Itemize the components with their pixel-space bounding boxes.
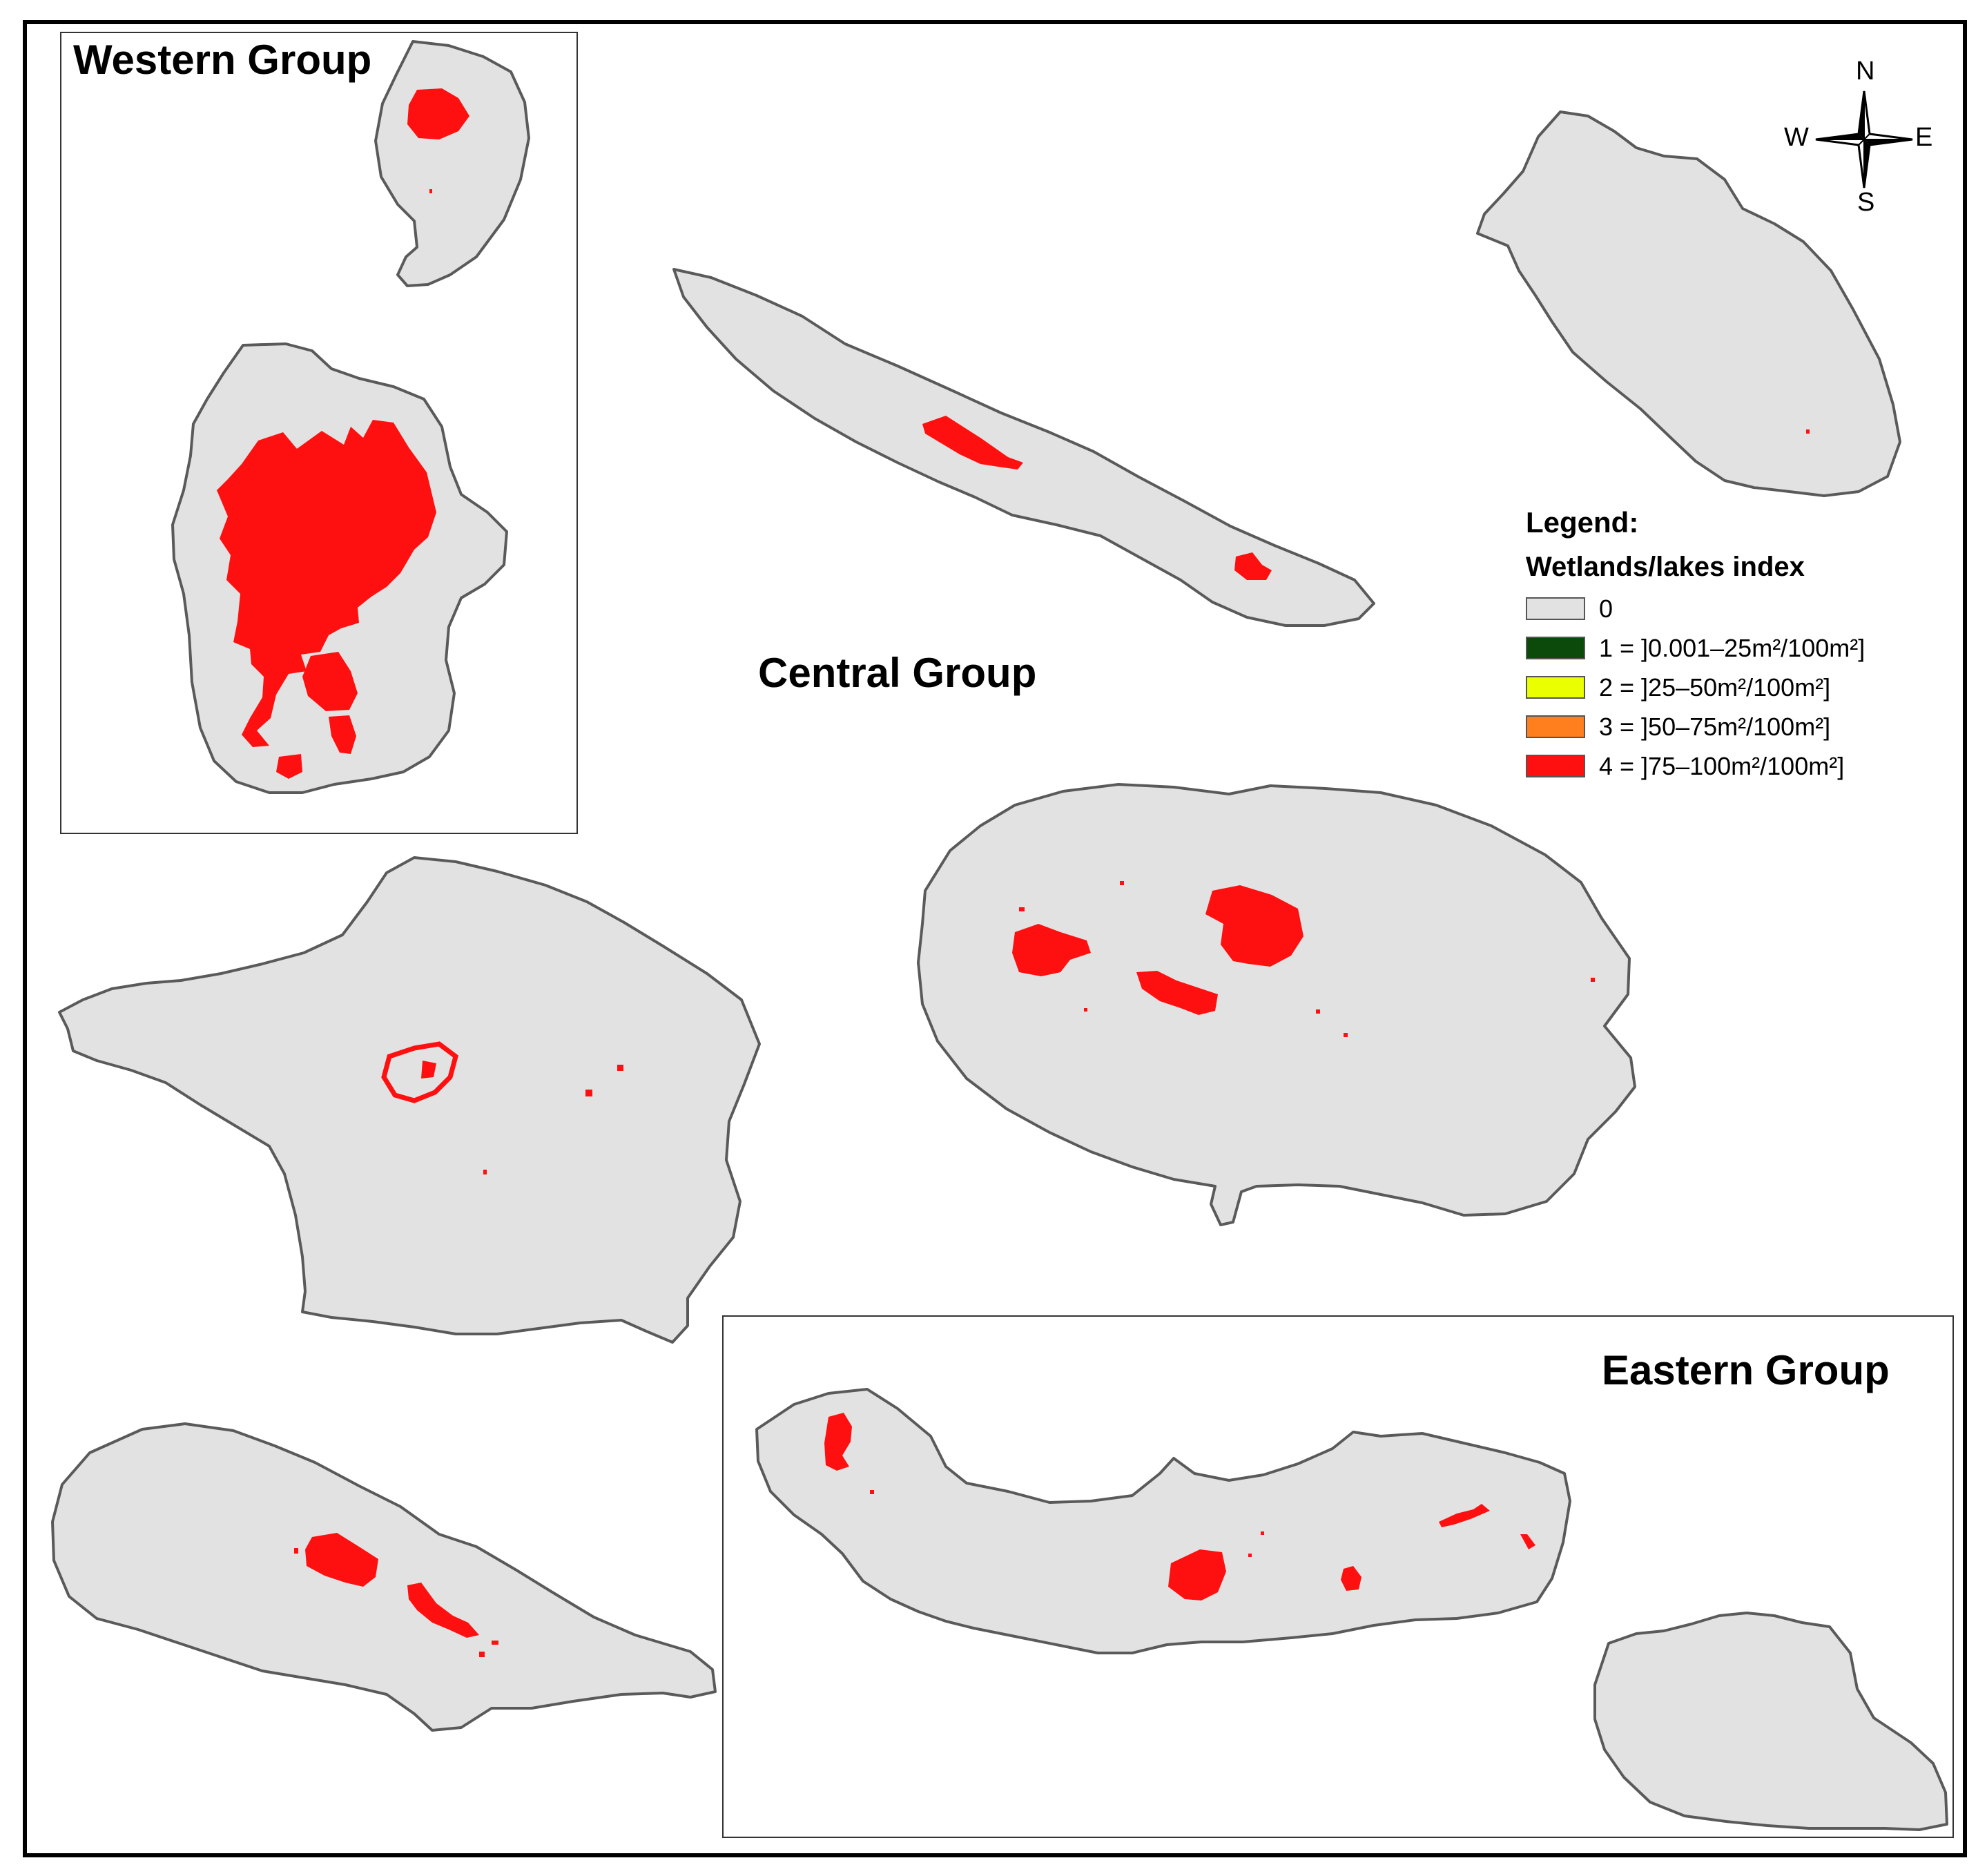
island-sao-jorge — [672, 268, 1375, 627]
wetland-sao-miguel-dot-2 — [1248, 1554, 1252, 1557]
wetland-pico-dot-2 — [479, 1652, 485, 1657]
island-sao-miguel — [755, 1388, 1571, 1654]
wetland-faial-east-2 — [617, 1065, 623, 1071]
wetland-terceira-northeast — [1205, 885, 1303, 967]
wetland-terceira-dot-2 — [1120, 881, 1124, 885]
wetland-corvo-caldeirao — [407, 88, 469, 139]
compass-e-label: E — [1915, 123, 1933, 152]
wetland-faial-caldeira — [381, 1041, 458, 1103]
island-graciosa — [1476, 110, 1901, 497]
western-group-label: Western Group — [73, 37, 372, 83]
wetland-flores-southwest — [276, 754, 302, 779]
wetland-corvo-small — [429, 189, 432, 193]
wetland-terceira-dot-6 — [1084, 1008, 1087, 1012]
wetland-flores-main — [217, 420, 436, 747]
wetland-graciosa — [1806, 429, 1810, 434]
central-group-label: Central Group — [758, 650, 1037, 696]
wetland-terceira-dot-1 — [1019, 907, 1025, 911]
compass-s-label: S — [1857, 188, 1875, 217]
wetland-sao-miguel-far-east — [1520, 1534, 1535, 1549]
western-group-inset — [60, 32, 578, 834]
legend-item-4: 4 = ]75–100m²/100m²] — [1526, 746, 1940, 786]
wetland-sao-miguel-furnas — [1341, 1566, 1361, 1591]
wetland-sao-miguel-fogo — [1168, 1549, 1226, 1601]
legend-label-1: 1 = ]0.001–25m²/100m²] — [1599, 633, 1865, 662]
compass-star-icon — [1815, 90, 1913, 188]
wetland-sao-miguel-dot-3 — [1261, 1531, 1264, 1535]
legend-label-0: 0 — [1599, 594, 1613, 623]
wetland-flores-southeast — [329, 715, 356, 754]
wetland-sao-miguel-dot-1 — [870, 1490, 874, 1494]
wetland-flores-south — [302, 652, 358, 711]
map-frame — [23, 20, 1967, 1857]
compass-w-label: W — [1784, 123, 1809, 152]
wetland-sao-miguel-sete-cidades — [824, 1413, 852, 1471]
legend-swatch-0 — [1526, 597, 1585, 620]
legend-swatch-4 — [1526, 755, 1585, 777]
wetland-pico-east — [407, 1583, 479, 1638]
wetland-terceira-dot-3 — [1316, 1009, 1320, 1014]
island-terceira — [917, 783, 1636, 1226]
legend-label-3: 3 = ]50–75m²/100m²] — [1599, 712, 1831, 741]
map-legend: Legend: Wetlands/lakes index 0 1 = ]0.00… — [1526, 501, 1940, 786]
legend-item-1: 1 = ]0.001–25m²/100m²] — [1526, 628, 1940, 668]
island-pico — [51, 1422, 717, 1732]
legend-title: Legend: — [1526, 506, 1639, 539]
wetland-faial-caldeira-inner — [421, 1061, 436, 1079]
wetland-sao-miguel-east — [1439, 1504, 1490, 1527]
legend-item-0: 0 — [1526, 589, 1940, 628]
wetland-terceira-dot-4 — [1344, 1033, 1348, 1037]
island-santa-maria — [1593, 1612, 1948, 1831]
wetland-faial-east-1 — [585, 1090, 592, 1096]
legend-swatch-2 — [1526, 676, 1585, 699]
wetland-faial-south — [483, 1170, 487, 1174]
island-corvo — [374, 40, 530, 287]
legend-swatch-1 — [1526, 637, 1585, 659]
wetland-terceira-dot-5 — [1591, 978, 1595, 982]
eastern-group-label: Eastern Group — [1602, 1347, 1890, 1393]
legend-item-2: 2 = ]25–50m²/100m²] — [1526, 668, 1940, 707]
compass-n-label: N — [1856, 57, 1875, 86]
eastern-group-inset — [722, 1315, 1954, 1838]
compass-rose: N S W E — [1781, 57, 1947, 222]
wetland-terceira-west — [1012, 924, 1091, 976]
wetland-sao-jorge-west — [922, 416, 1023, 470]
wetland-terceira-central — [1136, 971, 1218, 1015]
legend-swatch-3 — [1526, 715, 1585, 738]
legend-subtitle: Wetlands/lakes index — [1526, 552, 1805, 582]
wetland-pico-dot-3 — [294, 1548, 298, 1554]
legend-label-2: 2 = ]25–50m²/100m²] — [1599, 673, 1831, 702]
legend-label-4: 4 = ]75–100m²/100m²] — [1599, 751, 1845, 780]
wetland-sao-jorge-east — [1234, 552, 1272, 580]
wetland-pico-central — [305, 1533, 378, 1587]
wetland-pico-dot-1 — [492, 1641, 498, 1645]
legend-item-3: 3 = ]50–75m²/100m²] — [1526, 707, 1940, 746]
